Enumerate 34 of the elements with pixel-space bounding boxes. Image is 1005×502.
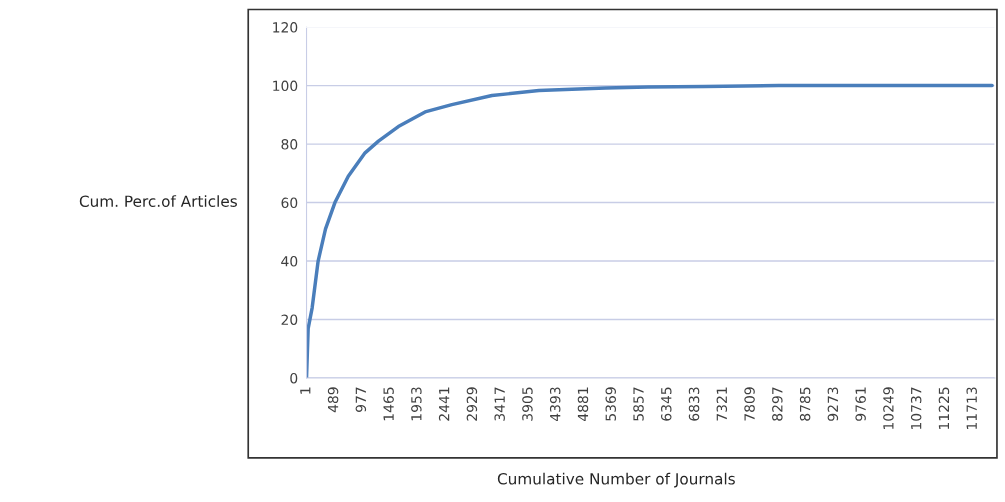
x-tick-label: 4881 xyxy=(577,387,589,422)
x-tick-label: 6345 xyxy=(661,387,672,421)
x-tick-label: 8785 xyxy=(799,387,811,421)
y-tick-label: 80 xyxy=(281,139,298,150)
x-tick-label: 3417 xyxy=(494,387,505,421)
x-tick-label: 2929 xyxy=(466,387,478,421)
y-axis-title: Cum. Perc.of Articles xyxy=(79,195,237,207)
x-tick-label: 1953 xyxy=(411,387,422,421)
y-tick-label: 100 xyxy=(273,80,298,92)
y-tick-label: 120 xyxy=(273,22,298,33)
x-tick-label: 8297 xyxy=(772,387,783,421)
x-tick-label: 6833 xyxy=(688,387,700,421)
x-tick-label: 7321 xyxy=(716,387,728,421)
x-tick-label: 977 xyxy=(355,387,367,412)
x-tick-label: 11225 xyxy=(938,387,950,429)
y-tick-label: 60 xyxy=(281,197,298,209)
x-tick-label: 3905 xyxy=(522,387,533,421)
x-tick-label: 9761 xyxy=(855,387,866,421)
x-axis-title: Cumulative Number of Journals xyxy=(497,472,735,488)
x-tick-label: 7809 xyxy=(744,387,755,421)
x-tick-label: 1 xyxy=(300,387,311,394)
x-tick-label: 489 xyxy=(327,387,339,413)
x-tick-label: 1465 xyxy=(383,387,394,421)
y-tick-label: 0 xyxy=(290,372,298,384)
y-tick-label: 20 xyxy=(281,314,298,325)
y-tick-label: 40 xyxy=(281,256,298,267)
x-tick-label: 5369 xyxy=(605,387,616,421)
x-tick-label: 10249 xyxy=(883,387,894,429)
x-tick-label: 2441 xyxy=(438,387,450,421)
x-tick-label: 9273 xyxy=(827,387,839,421)
x-tick-label: 5857 xyxy=(633,387,644,421)
x-tick-label: 10737 xyxy=(910,387,922,429)
x-tick-label: 4393 xyxy=(549,387,561,422)
x-tick-label: 11713 xyxy=(966,387,977,429)
